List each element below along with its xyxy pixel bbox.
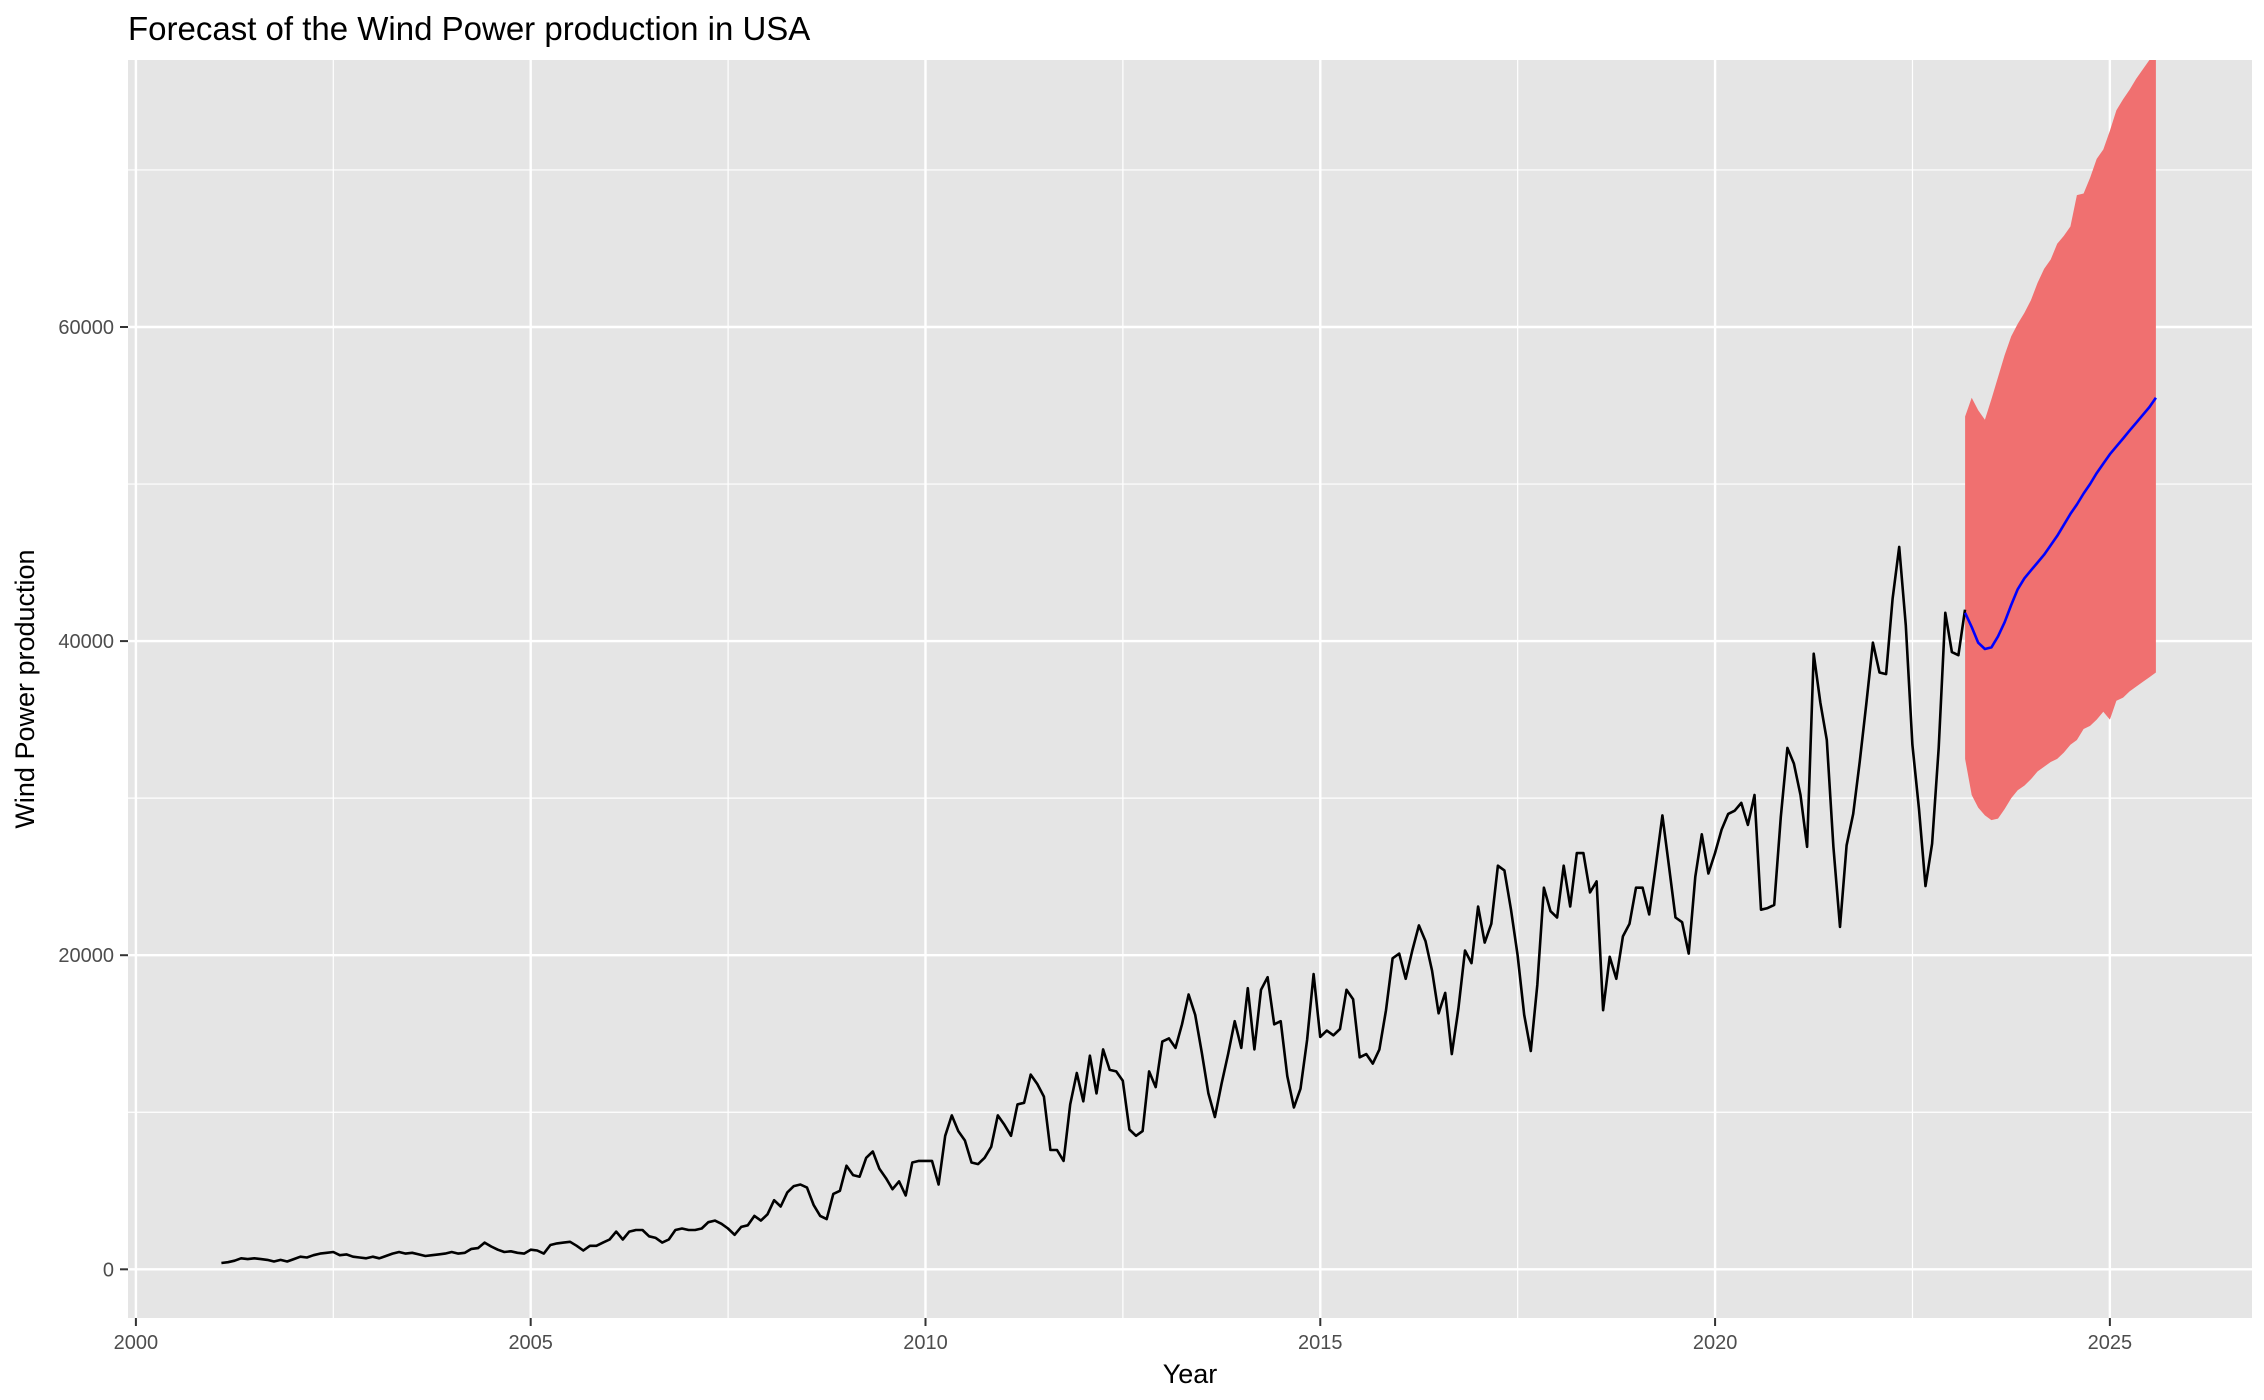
- major-gridlines: [128, 60, 2252, 1318]
- history-series-line: [221, 545, 1967, 1265]
- x-axis-title: Year: [1163, 1359, 1218, 1389]
- y-tick-label: 40000: [58, 631, 114, 653]
- x-tick-label: 2000: [114, 1332, 159, 1354]
- y-tick-label: 60000: [58, 317, 114, 339]
- chart-title: Forecast of the Wind Power production in…: [128, 10, 810, 47]
- x-tick-label: 2010: [903, 1332, 948, 1354]
- x-axis: 2000 2005 2010 2015 2020 2025: [114, 1318, 2132, 1354]
- minor-gridlines: [128, 60, 2252, 1318]
- x-tick-label: 2015: [1298, 1332, 1343, 1354]
- y-axis: 0 20000 40000 60000: [58, 317, 128, 1281]
- forecast-series-line: [1963, 396, 2157, 651]
- plot-panel: [128, 60, 2252, 1318]
- y-tick-label: 20000: [58, 945, 114, 967]
- y-axis-title: Wind Power production: [10, 549, 40, 828]
- prediction-interval-band: [1965, 60, 2156, 821]
- y-tick-label: 0: [103, 1259, 114, 1281]
- x-tick-label: 2020: [1693, 1332, 1738, 1354]
- x-tick-label: 2025: [2088, 1332, 2133, 1354]
- x-tick-label: 2005: [508, 1332, 553, 1354]
